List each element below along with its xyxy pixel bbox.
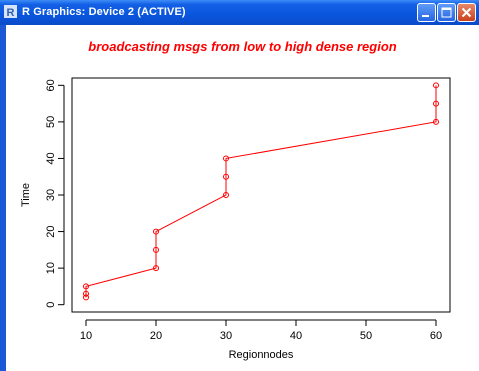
data-point [83,283,89,290]
r-logo-icon: R [4,5,17,18]
data-point [153,265,159,272]
maximize-button[interactable] [437,3,456,22]
y-tick-label: 10 [45,262,57,274]
close-icon [461,7,472,18]
title-bar[interactable]: R R Graphics: Device 2 (ACTIVE) [0,0,479,25]
data-point [433,118,439,125]
line-chart: 10 20 30 40 50 60 0 10 20 30 40 50 60 Regionnodes Time [20,77,451,361]
minimize-icon [422,15,429,17]
data-point [153,246,159,253]
data-point [433,100,439,107]
plot-frame [71,77,451,313]
data-point [83,290,89,297]
x-tick-label: 20 [150,330,162,342]
minimize-button[interactable] [417,3,436,22]
window-left-border [0,25,6,371]
y-tick-label: 0 [45,302,57,308]
x-tick-label: 10 [80,330,92,342]
graphics-device-canvas: broadcasting msgs from low to high dense… [6,25,479,371]
x-axis-title: Regionnodes [229,349,294,361]
close-button[interactable] [457,3,476,22]
y-axis-title: Time [20,183,32,207]
x-tick-label: 40 [290,330,302,342]
y-tick-label: 40 [45,152,57,164]
plot-title: broadcasting msgs from low to high dense… [88,39,397,54]
x-tick-label: 30 [220,330,232,342]
x-tick-label: 50 [360,330,372,342]
data-point [223,155,229,162]
data-point [153,228,159,235]
window-title: R Graphics: Device 2 (ACTIVE) [22,6,186,18]
series-line [85,85,437,298]
data-point [83,294,89,301]
svg-text:R: R [7,7,15,18]
y-tick-label: 20 [45,225,57,237]
data-point [223,173,229,180]
maximize-icon [441,7,452,18]
data-point [433,82,439,89]
x-tick-label: 60 [430,330,442,342]
y-tick-label: 60 [45,79,57,91]
y-tick-label: 50 [45,116,57,128]
y-tick-label: 30 [45,189,57,201]
data-point [223,192,229,198]
